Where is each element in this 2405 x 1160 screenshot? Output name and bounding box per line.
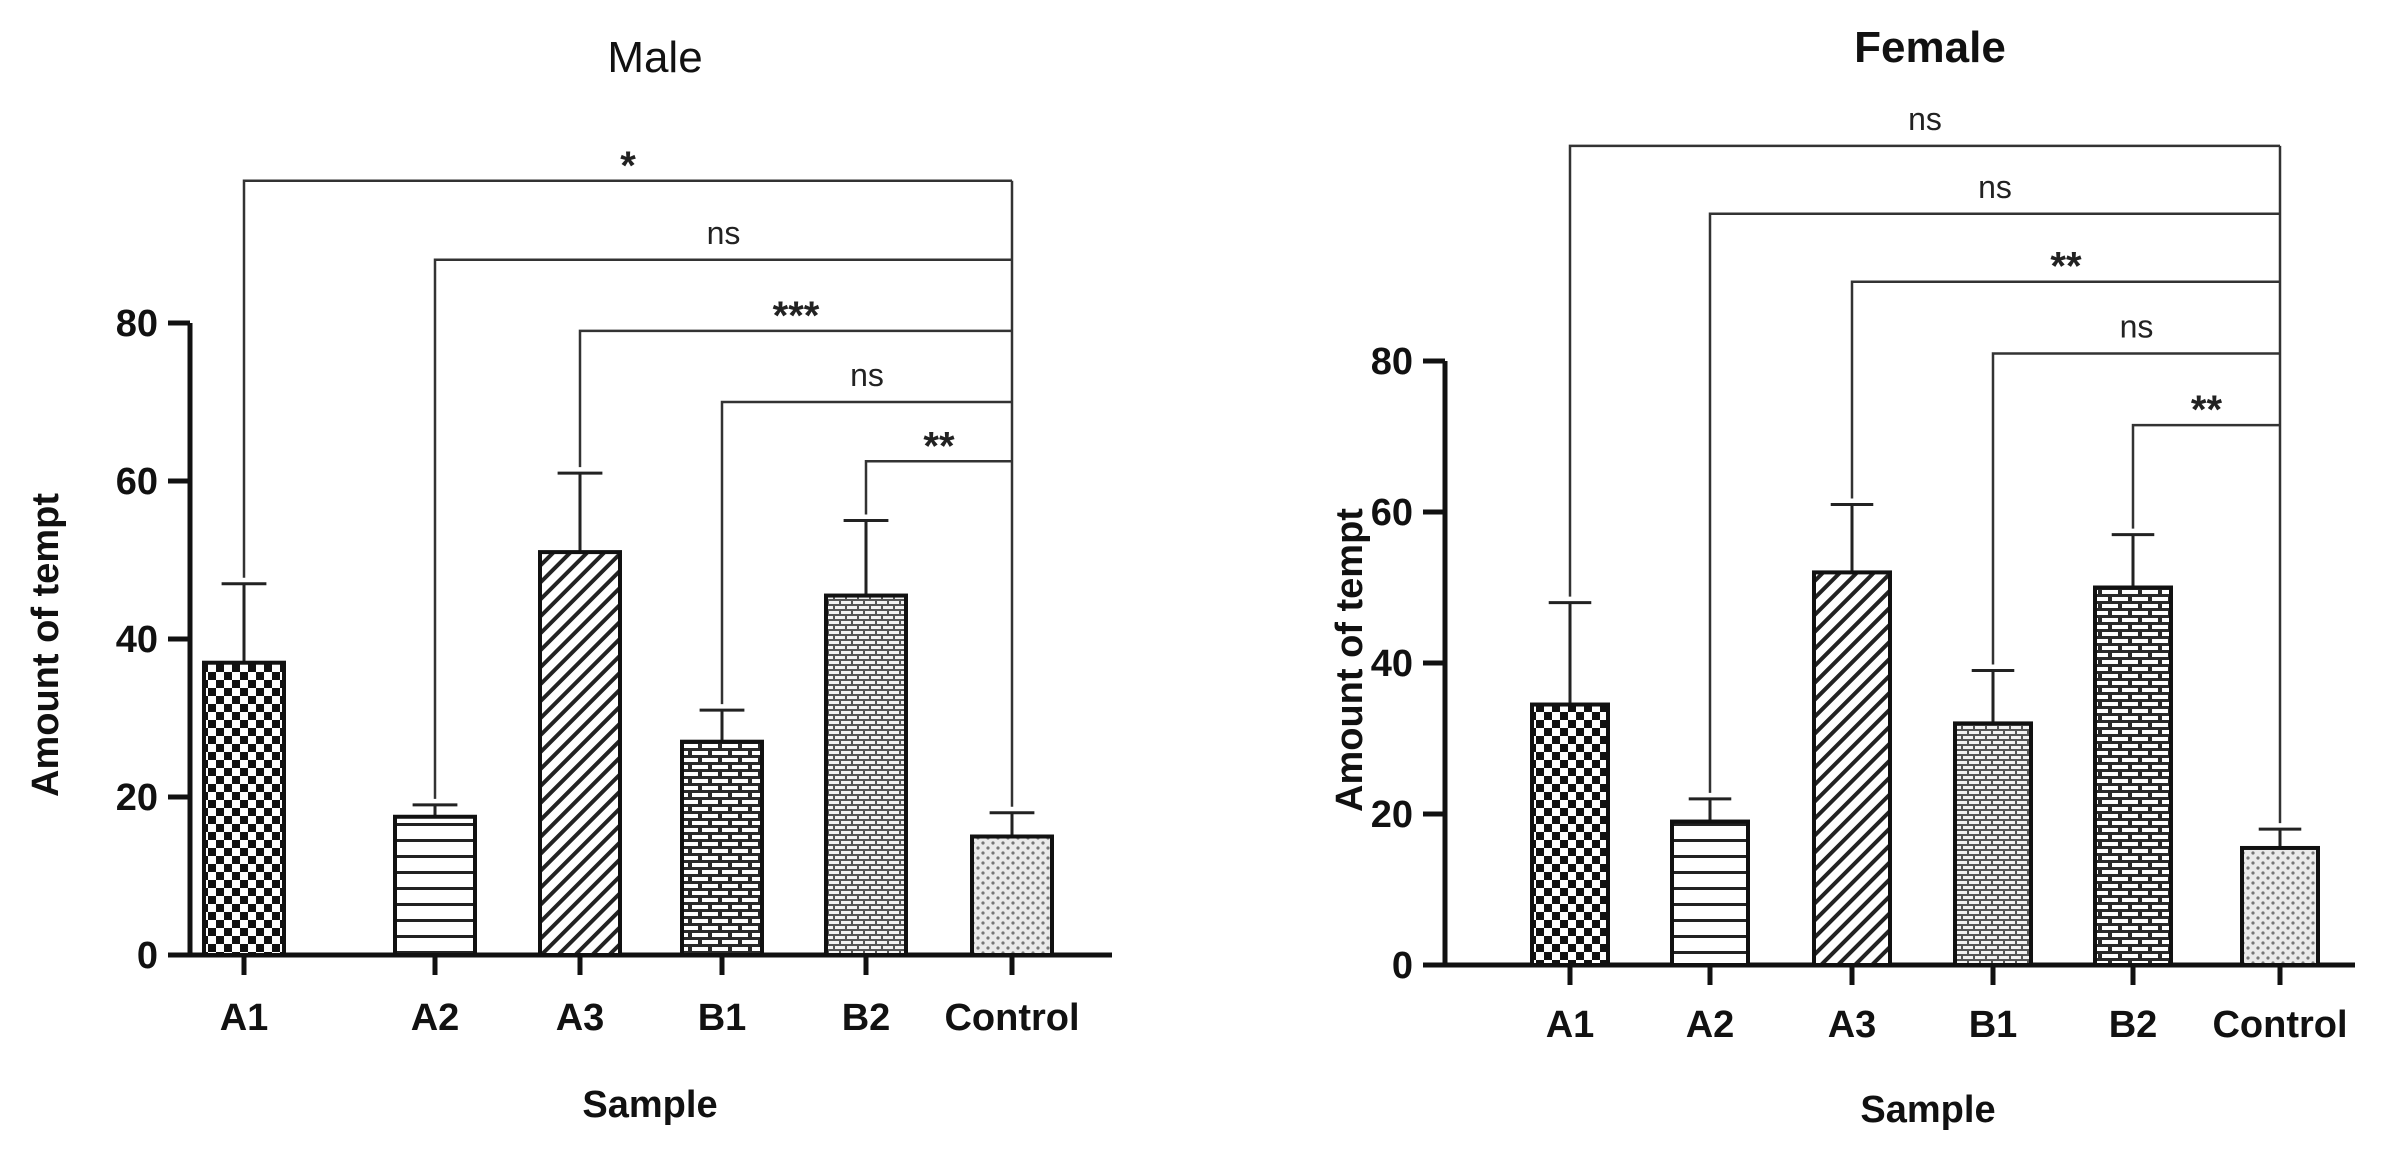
y-tick-label: 80 [116, 303, 158, 345]
significance-label: *** [773, 294, 820, 338]
y-tick-label: 0 [1392, 945, 1413, 987]
significance-label: ns [1908, 101, 1942, 137]
bar-a1 [202, 660, 286, 957]
significance-label: ** [923, 424, 955, 468]
significance-label: * [620, 144, 636, 188]
significance-label: ns [707, 215, 741, 251]
bar-control [970, 834, 1054, 957]
x-tick-label: A1 [1546, 1004, 1595, 1046]
x-axis-label: Sample [582, 1084, 717, 1126]
significance-bracket [242, 179, 1012, 578]
y-tick-label: 0 [137, 935, 158, 977]
significance-label: ns [850, 357, 884, 393]
y-tick-label: 40 [116, 619, 158, 661]
significance-label: ** [2191, 388, 2223, 432]
x-tick-label: B1 [1969, 1004, 2018, 1046]
bar-a2 [1670, 819, 1750, 967]
x-tick-label: B1 [698, 997, 747, 1039]
bar-b1 [1953, 721, 2033, 968]
male-chart: Male Amount of tempt Sample 0 20 40 60 80 A1 A2 A3… [25, 33, 1112, 1126]
x-tick-label: A1 [220, 997, 269, 1039]
significance-bracket [1568, 144, 2280, 597]
y-axis-label: Amount of tempt [25, 493, 67, 797]
significance-label: ns [2120, 308, 2154, 344]
female-chart: Female Amount of tempt Sample 0 20 40 60 80 A1 A2… [1329, 23, 2355, 1131]
significance-bracket [1850, 280, 2280, 499]
chart-title: Male [607, 33, 702, 82]
y-tick-label: 60 [1371, 492, 1413, 534]
bar-a2 [393, 814, 477, 957]
y-tick-label: 20 [116, 777, 158, 819]
y-tick-label: 20 [1371, 794, 1413, 836]
y-tick-label: 80 [1371, 341, 1413, 383]
y-tick-label: 60 [116, 461, 158, 503]
bar-a3 [538, 550, 622, 957]
x-tick-label: B2 [842, 997, 891, 1039]
significance-bracket [578, 329, 1012, 468]
y-axis-label: Amount of tempt [1329, 508, 1371, 812]
significance-label: ** [2050, 245, 2082, 289]
significance-bracket [864, 460, 1012, 515]
significance-bracket [2131, 423, 2280, 529]
x-axis-label: Sample [1860, 1089, 1995, 1131]
bar-b2 [2093, 585, 2173, 967]
x-tick-label: Control [944, 997, 1079, 1039]
significance-bracket [1708, 212, 2280, 793]
y-tick-label: 40 [1371, 643, 1413, 685]
bar-control [2240, 845, 2320, 967]
bar-b1 [680, 739, 764, 958]
chart-title: Female [1854, 23, 2006, 72]
bar-a3 [1812, 570, 1892, 968]
bar-a1 [1530, 702, 1610, 968]
significance-label: ns [1978, 169, 2012, 205]
x-tick-label: Control [2212, 1004, 2347, 1046]
x-tick-label: A3 [1828, 1004, 1877, 1046]
significance-bracket [720, 400, 1012, 705]
significance-bracket [1991, 352, 2280, 665]
significance-bracket [433, 258, 1012, 799]
bar-b2 [824, 593, 908, 957]
x-tick-label: A3 [556, 997, 605, 1039]
x-tick-label: B2 [2109, 1004, 2158, 1046]
x-tick-label: A2 [1686, 1004, 1735, 1046]
x-tick-label: A2 [411, 997, 460, 1039]
